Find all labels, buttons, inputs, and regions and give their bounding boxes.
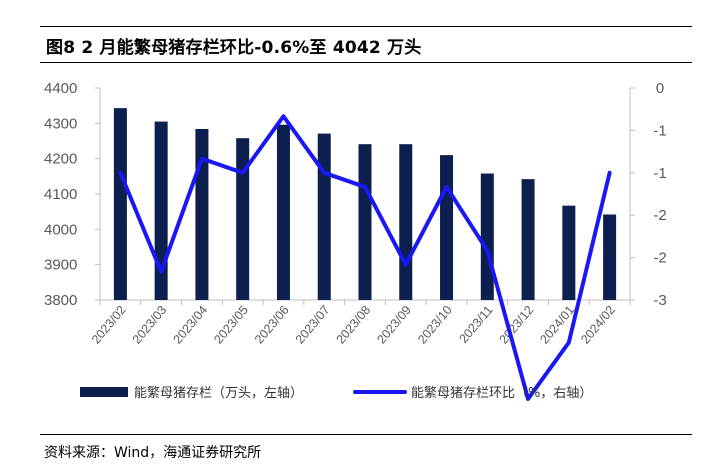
left-tick-label: 4200 xyxy=(44,151,77,168)
bar xyxy=(399,144,413,300)
bar xyxy=(276,124,290,300)
left-tick-label: 4100 xyxy=(44,186,77,203)
x-tick-label: 2024/02 xyxy=(578,303,618,347)
x-tick-label: 2023/03 xyxy=(130,303,170,347)
bar xyxy=(440,155,454,300)
x-tick-label: 2023/02 xyxy=(89,303,129,347)
bar xyxy=(603,214,617,300)
x-tick-label: 2023/06 xyxy=(252,303,292,347)
x-tick-label: 2023/11 xyxy=(456,303,495,346)
bar xyxy=(154,121,168,300)
x-tick-label: 2023/04 xyxy=(170,303,210,347)
figure-title: 图8 2 月能繁母猪存栏环比-0.6%至 4042 万头 xyxy=(46,38,422,58)
bottom-rule xyxy=(40,434,692,435)
legend-line-label: 能繁母猪存栏环比（%，右轴） xyxy=(411,385,592,401)
bar xyxy=(113,108,127,300)
x-tick-label: 2023/09 xyxy=(374,303,414,347)
bar xyxy=(521,179,535,300)
bar xyxy=(562,205,576,300)
left-tick-label: 4300 xyxy=(44,115,77,132)
right-tick-label: -1 xyxy=(653,165,666,182)
bar xyxy=(480,173,494,300)
bar xyxy=(195,128,209,300)
legend-bar-swatch xyxy=(80,387,128,397)
right-tick-label: -1 xyxy=(653,122,666,139)
title-rule xyxy=(40,62,692,63)
x-tick-label: 2023/07 xyxy=(293,303,333,347)
right-tick-label: -2 xyxy=(653,207,666,224)
top-rule xyxy=(40,26,692,27)
bar xyxy=(358,144,372,300)
x-tick-label: 2023/05 xyxy=(211,303,251,347)
x-tick-label: 2023/08 xyxy=(334,303,374,347)
legend-bar-label: 能繁母猪存栏（万头，左轴） xyxy=(134,385,303,401)
left-tick-label: 3800 xyxy=(44,292,77,309)
bar xyxy=(317,133,331,300)
bar xyxy=(236,138,250,300)
x-tick-label: 2023/10 xyxy=(415,303,455,347)
left-tick-label: 4000 xyxy=(44,221,77,238)
left-tick-label: 3900 xyxy=(44,257,77,274)
right-tick-label: 0 xyxy=(656,80,664,97)
left-tick-label: 4400 xyxy=(44,80,77,97)
right-tick-label: -3 xyxy=(653,292,666,309)
right-tick-label: -2 xyxy=(653,250,666,267)
source-note: 资料来源：Wind，海通证券研究所 xyxy=(44,445,262,461)
